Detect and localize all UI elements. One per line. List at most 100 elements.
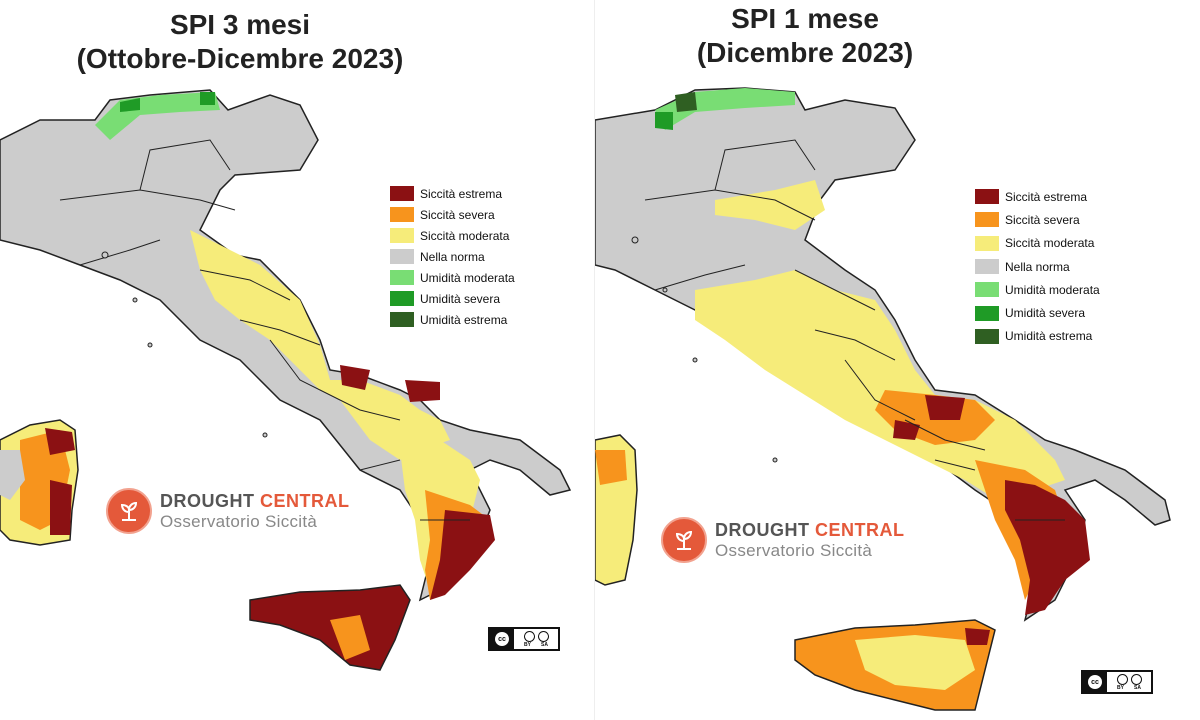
legend-item: Umidità estrema [390, 309, 515, 330]
island-dot [772, 457, 778, 463]
drought-moderate-north [715, 180, 825, 230]
legend-swatch [390, 186, 414, 201]
drought-central-logo-icon [661, 517, 707, 563]
sicily-extreme [965, 628, 990, 645]
brand-word-drought: DROUGHT [715, 520, 810, 540]
drought-extreme-calabria [430, 510, 495, 600]
drought-central-brand: DROUGHT CENTRAL Osservatorio Siccità [106, 488, 350, 534]
cc-section: cc [490, 629, 514, 649]
legend-item: Nella norma [975, 255, 1100, 278]
legend-swatch [390, 249, 414, 264]
legend-swatch [390, 228, 414, 243]
legend-swatch [390, 270, 414, 285]
legend-label: Siccità severa [420, 207, 495, 222]
legend-label: Umidità severa [420, 291, 501, 306]
legend-label: Umidità moderata [420, 270, 515, 285]
legend-item: Siccità moderata [390, 225, 515, 246]
brand-name: DROUGHT CENTRAL [715, 519, 905, 541]
sicily-severe [330, 615, 370, 660]
brand-text: DROUGHT CENTRAL Osservatorio Siccità [160, 490, 350, 532]
sicily-moderate [855, 635, 975, 690]
cc-sa-label: SA [541, 641, 548, 648]
cc-license-badge: cc BY SA [1081, 670, 1153, 694]
brand-subtitle: Osservatorio Siccità [715, 541, 873, 560]
legend-label: Nella norma [420, 249, 485, 264]
drought-extreme-campania [893, 395, 965, 440]
island-dot [101, 251, 109, 259]
legend-label: Umidità moderata [1005, 282, 1100, 297]
island-dot [631, 236, 639, 244]
island-dot [692, 357, 698, 363]
region-borders [59, 139, 470, 521]
cc-section: cc [1083, 672, 1107, 692]
brand-word-drought: DROUGHT [160, 491, 255, 511]
legend-swatch [975, 259, 999, 275]
legend-swatch [975, 282, 999, 298]
legend-label: Siccità moderata [1005, 236, 1095, 251]
italy-map-spi1 [595, 87, 1171, 711]
legend-item: Siccità estrema [975, 185, 1100, 208]
sardinia-severe [595, 450, 627, 485]
sprout-icon [675, 530, 693, 550]
legend-label: Siccità estrema [1005, 189, 1088, 204]
legend-label: Nella norma [1005, 259, 1070, 274]
brand-subtitle: Osservatorio Siccità [160, 512, 318, 531]
title-line-2: (Dicembre 2023) [696, 37, 914, 68]
sprout-icon [120, 501, 138, 521]
brand-name: DROUGHT CENTRAL [160, 490, 350, 512]
legend-item: Siccità severa [390, 204, 515, 225]
legend-item: Siccità estrema [390, 183, 515, 204]
legend-label: Siccità estrema [420, 186, 503, 201]
sardinia-norm [0, 450, 25, 500]
legend-item: Umidità severa [975, 301, 1100, 324]
legend-label: Siccità moderata [420, 228, 510, 243]
legend-label: Umidità estrema [420, 312, 508, 327]
brand-text: DROUGHT CENTRAL Osservatorio Siccità [715, 519, 905, 561]
panel-title: SPI 3 mesi (Ottobre-Dicembre 2023) [0, 8, 480, 76]
legend-item: Umidità estrema [975, 325, 1100, 348]
cc-by-label: BY [524, 641, 531, 648]
legend-item: Nella norma [390, 246, 515, 267]
title-line-1: SPI 3 mesi [169, 9, 311, 40]
legend-item: Siccità moderata [975, 232, 1100, 255]
island-dot [147, 342, 153, 348]
map-legend: Siccità estrema Siccità severa Siccità m… [390, 183, 515, 330]
island-dot [132, 297, 138, 303]
legend-item: Siccità severa [975, 208, 1100, 231]
title-line-2: (Ottobre-Dicembre 2023) [76, 43, 404, 74]
legend-swatch [390, 207, 414, 222]
humidity-severe-alps [655, 112, 673, 130]
legend-swatch [390, 312, 414, 327]
sardinia-extreme [45, 428, 75, 535]
legend-swatch [975, 328, 999, 344]
legend-swatch [975, 212, 999, 228]
drought-central-brand: DROUGHT CENTRAL Osservatorio Siccità [661, 517, 905, 563]
legend-item: Umidità moderata [390, 267, 515, 288]
island-dot [262, 432, 268, 438]
humidity-severe-alps [120, 92, 215, 112]
cc-terms: BY SA [1107, 672, 1151, 692]
island-dot [662, 287, 668, 293]
map-panel-spi-3-months: SPI 3 mesi (Ottobre-Dicembre 2023) Sicci… [0, 0, 594, 720]
title-line-1: SPI 1 mese [731, 3, 879, 34]
drought-extreme-calabria [1005, 480, 1090, 615]
brand-word-central: CENTRAL [815, 520, 905, 540]
legend-swatch [975, 189, 999, 205]
share-alike-icon [1130, 673, 1142, 685]
share-alike-icon [537, 630, 549, 642]
drought-central-logo-icon [106, 488, 152, 534]
italy-map-spi3 [0, 89, 572, 671]
attribution-icon [1116, 673, 1128, 685]
drought-moderate-central [695, 270, 1065, 505]
map-panel-spi-1-month: SPI 1 mese (Dicembre 2023) Siccità estre… [594, 0, 1189, 720]
cc-icon: cc [1088, 675, 1102, 689]
humidity-extreme-alps [675, 92, 697, 112]
panel-title: SPI 1 mese (Dicembre 2023) [595, 2, 1015, 70]
legend-swatch [390, 291, 414, 306]
cc-terms: BY SA [514, 629, 558, 649]
sicily [249, 584, 411, 671]
legend-item: Umidità moderata [975, 278, 1100, 301]
cc-by-label: BY [1117, 684, 1124, 691]
legend-label: Umidità estrema [1005, 329, 1093, 344]
legend-label: Umidità severa [1005, 306, 1086, 321]
